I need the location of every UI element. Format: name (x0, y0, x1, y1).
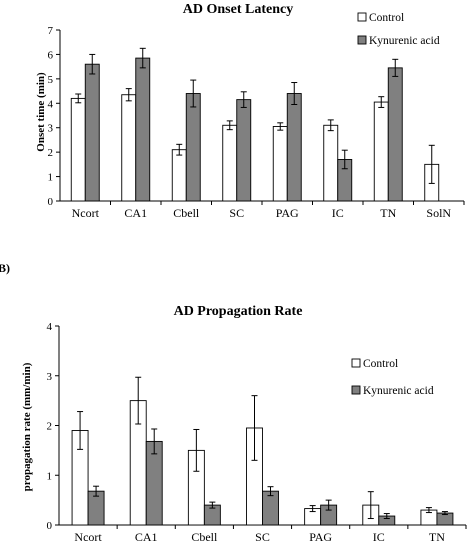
category-label: Cbell (191, 530, 218, 544)
y-axis-label: propagation rate (mm/min) (21, 362, 33, 491)
kynurenic-bar (236, 99, 252, 202)
kynurenic-bar (262, 490, 279, 526)
propagation-rate-chart: AD Propagation Rate propagation rate (mm… (21, 304, 467, 544)
y-tick-label: 1 (47, 470, 53, 482)
category-label: Ncort (74, 530, 102, 544)
chart-title: AD Propagation Rate (174, 304, 303, 319)
y-tick-label: 4 (47, 321, 53, 333)
y-tick-label: 3 (47, 371, 53, 383)
panel-b-label: B) (0, 261, 10, 275)
legend-kynurenic-label: Kynurenic acid (363, 385, 434, 397)
y-tick-label: 2 (48, 147, 54, 159)
control-bar (171, 149, 187, 202)
y-tick-label: 4 (48, 98, 54, 110)
control-bar (70, 97, 86, 202)
category-label: TN (429, 530, 445, 544)
category-label: SC (255, 530, 270, 544)
y-tick-label: 0 (48, 196, 54, 208)
y-tick-label: 6 (48, 49, 54, 61)
y-tick-label: 3 (48, 123, 54, 135)
category-label: Ncort (72, 206, 100, 220)
kynurenic-bar (185, 93, 201, 202)
legend-control-label: Control (369, 12, 404, 24)
legend-kynurenic-label: Kynurenic acid (369, 35, 440, 47)
kynurenic-bar (135, 57, 151, 202)
y-axis-label: Onset time (min) (35, 72, 47, 152)
category-label: SolN (426, 206, 451, 220)
category-label: CA1 (135, 530, 158, 544)
legend-control-label: Control (363, 358, 398, 370)
y-tick-label: 7 (48, 25, 54, 37)
kynurenic-bar (84, 63, 100, 202)
control-bar (222, 124, 238, 202)
legend-kynurenic-swatch (351, 385, 361, 395)
chart-title: AD Onset Latency (183, 2, 293, 17)
category-label: SC (229, 206, 244, 220)
control-bar (272, 126, 288, 202)
legend-control-swatch (357, 12, 367, 22)
y-tick-label: 2 (47, 421, 53, 433)
category-label: PAG (276, 206, 299, 220)
control-bar (323, 124, 339, 202)
kynurenic-bar (387, 67, 403, 202)
category-label: TN (380, 206, 396, 220)
y-tick-label: 1 (48, 172, 54, 184)
onset-latency-chart: AD Onset Latency Onset time (min) 0 1 2 3 4 5… (35, 2, 465, 220)
y-tick-label: 0 (47, 520, 53, 532)
control-bar (373, 101, 389, 202)
category-label: IC (373, 530, 385, 544)
category-label: Cbell (173, 206, 200, 220)
y-tick-label: 5 (48, 74, 54, 86)
control-bar (121, 94, 137, 202)
legend-control-swatch (351, 358, 361, 368)
category-label: IC (332, 206, 344, 220)
legend-kynurenic-swatch (357, 35, 367, 45)
kynurenic-bar (286, 93, 302, 202)
category-label: PAG (309, 530, 332, 544)
category-label: CA1 (124, 206, 147, 220)
